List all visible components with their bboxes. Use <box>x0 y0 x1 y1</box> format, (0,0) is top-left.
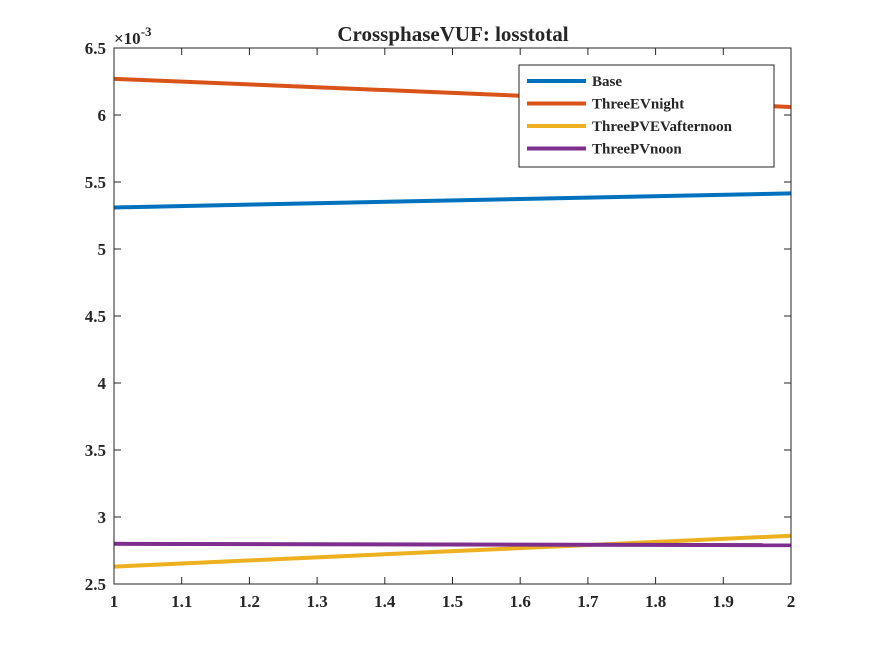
x-tick-label: 1 <box>110 592 119 611</box>
legend-label: ThreeEVnight <box>592 97 684 113</box>
y-tick-label: 3.5 <box>85 441 106 460</box>
x-tick-label: 1.5 <box>442 592 463 611</box>
y-tick-label: 4.5 <box>85 307 106 326</box>
legend-label: ThreePVnoon <box>592 142 682 158</box>
series-line-1 <box>113 191 792 210</box>
legend: Base ThreeEVnight ThreePVEVafternoon ThreeP… <box>518 64 775 168</box>
legend-label: ThreePVEVafternoon <box>592 119 733 135</box>
x-tick-label: 1.4 <box>374 592 396 611</box>
y-tick-label: 6.5 <box>85 39 106 58</box>
y-axis: 2.5 3 3.5 4 4.5 5 5.5 6 6.5 <box>85 39 791 594</box>
x-tick-label: 1.2 <box>239 592 260 611</box>
y-tick-label: 5 <box>98 240 107 259</box>
x-axis: 1 1.1 1.2 1.3 1.4 1.5 1.6 1.7 1.8 1.9 2 <box>110 48 796 611</box>
x-tick-label: 1.9 <box>713 592 734 611</box>
y-tick-label: 5.5 <box>85 173 106 192</box>
x-tick-label: 1.1 <box>171 592 192 611</box>
y-axis-exponent: ×10-3 <box>114 24 152 48</box>
x-tick-label: 1.3 <box>306 592 327 611</box>
legend-label: Base <box>592 74 622 90</box>
y-tick-label: 3 <box>98 508 107 527</box>
x-tick-label: 1.7 <box>577 592 599 611</box>
x-tick-label: 2 <box>787 592 796 611</box>
y-tick-label: 6 <box>98 106 107 125</box>
series-line-4 <box>113 541 792 548</box>
x-tick-label: 1.8 <box>645 592 666 611</box>
y-tick-label: 4 <box>98 374 107 393</box>
x-tick-label: 1.6 <box>510 592 531 611</box>
series-line-3 <box>113 533 792 569</box>
y-tick-label: 2.5 <box>85 575 106 594</box>
chart-title: CrossphaseVUF: losstotal <box>337 22 568 46</box>
